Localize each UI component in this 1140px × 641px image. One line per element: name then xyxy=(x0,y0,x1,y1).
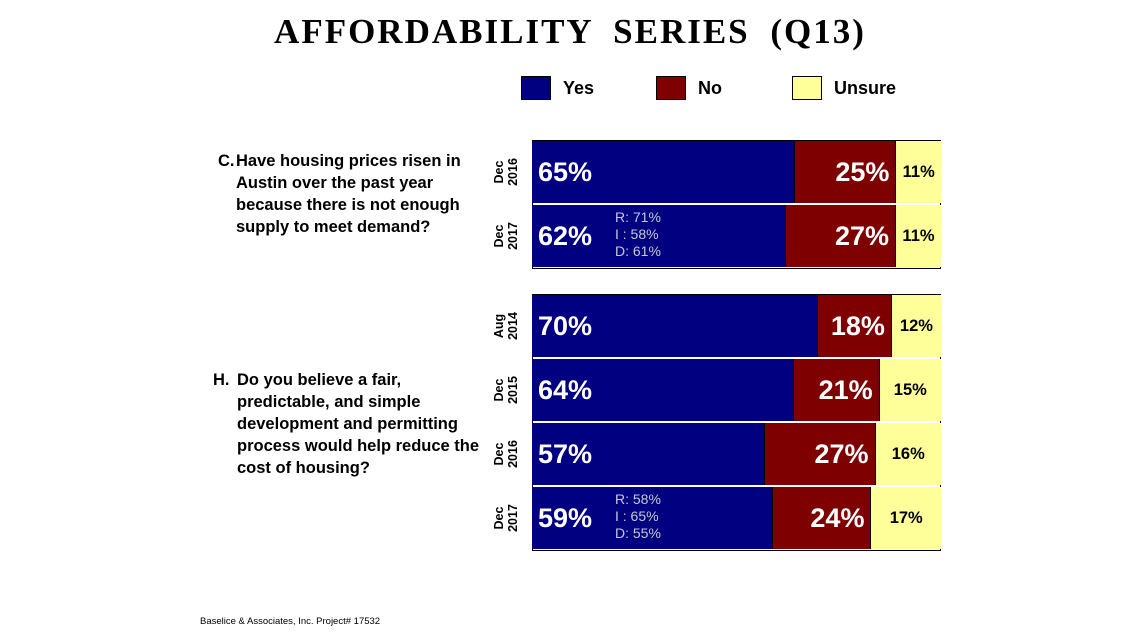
party-breakdown-line: I : 58% xyxy=(615,226,659,242)
row-label: Aug 2014 xyxy=(492,296,522,356)
data-label-unsure: 17% xyxy=(889,509,923,527)
bar-group-h xyxy=(532,294,941,551)
legend-swatch-unsure xyxy=(792,76,822,100)
data-label-yes: 57% xyxy=(538,439,593,469)
legend-label-no: No xyxy=(698,78,722,98)
row-label: Dec 2015 xyxy=(492,360,522,420)
stacked-bar: 59% R: 58% I : 65% D: 55% 24% 17% xyxy=(532,487,941,549)
bar-segment-no: 27% xyxy=(785,205,896,267)
row-label-year: 2016 xyxy=(506,158,520,186)
legend-swatch-no xyxy=(656,76,686,100)
bar-segment-unsure: 15% xyxy=(879,359,941,421)
row-label-period: Dec xyxy=(492,378,506,402)
data-label-yes: 70% xyxy=(538,311,593,341)
row-label-year: 2015 xyxy=(506,376,520,404)
bar-segment-unsure: 11% xyxy=(896,205,941,267)
row-label-year: 2014 xyxy=(506,312,520,340)
question-h-letter: H. xyxy=(213,371,230,389)
bar-group-c xyxy=(532,140,941,269)
party-breakdown-line: D: 55% xyxy=(615,525,661,541)
stacked-bar: 65% 25% 11% xyxy=(532,141,941,203)
row-label-period: Dec xyxy=(492,224,506,248)
data-label-yes: 59% xyxy=(538,503,593,533)
row-label: Dec 2016 xyxy=(492,424,522,484)
party-breakdown: R: 71% I : 58% D: 61% xyxy=(615,209,661,260)
data-label-unsure: 16% xyxy=(891,445,925,463)
data-label-no: 18% xyxy=(830,311,885,341)
data-label-no: 21% xyxy=(818,375,873,405)
row-label: Dec 2016 xyxy=(492,142,522,202)
stacked-bar: 57% 27% 16% xyxy=(532,423,941,485)
row-label-period: Dec xyxy=(492,506,506,530)
party-breakdown-line: R: 58% xyxy=(615,491,661,507)
stacked-bar: 70% 18% 12% xyxy=(532,295,941,357)
bar-segment-yes: 65% xyxy=(532,141,796,203)
bar-segment-yes: 57% xyxy=(532,423,766,485)
bar-segment-unsure: 17% xyxy=(871,487,941,549)
data-label-no: 24% xyxy=(810,503,865,533)
bar-segment-no: 25% xyxy=(795,141,897,203)
row-label-year: 2017 xyxy=(506,222,520,250)
bar-segment-unsure: 16% xyxy=(875,423,941,485)
bar-segment-yes: 62% R: 71% I : 58% D: 61% xyxy=(532,205,786,267)
party-breakdown-line: D: 61% xyxy=(615,243,661,259)
row-label: Dec 2017 xyxy=(492,488,522,548)
row-label-period: Dec xyxy=(492,442,506,466)
row-label-period: Dec xyxy=(492,160,506,184)
footer-credit: Baselice & Associates, Inc. Project# 175… xyxy=(200,616,381,627)
data-label-no: 27% xyxy=(814,439,869,469)
data-label-no: 25% xyxy=(835,157,890,187)
stacked-bar: 64% 21% 15% xyxy=(532,359,941,421)
legend-swatch-yes xyxy=(521,76,551,100)
stacked-bar: 62% R: 71% I : 58% D: 61% 27% 11% xyxy=(532,205,941,267)
party-breakdown-line: I : 65% xyxy=(615,508,659,524)
question-c-text: Have housing prices risen in Austin over… xyxy=(236,152,461,236)
bar-segment-no: 18% xyxy=(818,295,892,357)
party-breakdown-line: R: 71% xyxy=(615,209,661,225)
row-label-year: 2016 xyxy=(506,440,520,468)
data-label-yes: 64% xyxy=(538,375,593,405)
legend-label-unsure: Unsure xyxy=(834,78,897,98)
question-h-text: Do you believe a fair, predictable, and … xyxy=(237,371,480,477)
bar-segment-unsure: 11% xyxy=(896,141,941,203)
chart-title: AFFORDABILITY SERIES (Q13) xyxy=(274,12,866,51)
row-label: Dec 2017 xyxy=(492,206,522,266)
legend-label-yes: Yes xyxy=(563,78,595,98)
row-label-year: 2017 xyxy=(506,504,520,532)
bar-segment-yes: 70% xyxy=(532,295,819,357)
bar-segment-no: 27% xyxy=(765,423,876,485)
data-label-yes: 62% xyxy=(538,221,593,251)
row-label-period: Aug xyxy=(492,313,506,339)
bar-segment-yes: 59% R: 58% I : 65% D: 55% xyxy=(532,487,774,549)
bar-segment-no: 24% xyxy=(773,487,872,549)
bar-segment-no: 21% xyxy=(793,359,880,421)
bar-segment-unsure: 12% xyxy=(891,295,941,357)
bar-segment-yes: 64% xyxy=(532,359,794,421)
data-label-unsure: 11% xyxy=(902,227,935,245)
party-breakdown: R: 58% I : 65% D: 55% xyxy=(615,491,661,542)
data-label-yes: 65% xyxy=(538,157,593,187)
data-label-unsure: 12% xyxy=(899,317,933,335)
data-label-unsure: 11% xyxy=(902,163,935,181)
data-label-unsure: 15% xyxy=(893,381,927,399)
data-label-no: 27% xyxy=(834,221,889,251)
question-c-letter: C. xyxy=(218,152,235,170)
